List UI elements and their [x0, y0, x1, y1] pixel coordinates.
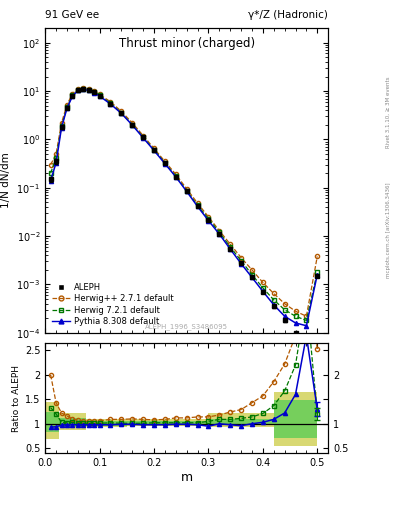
Text: 91 GeV ee: 91 GeV ee	[45, 10, 99, 20]
Bar	[274, 400, 317, 438]
Bar	[59, 413, 86, 430]
Bar	[86, 421, 127, 425]
X-axis label: m: m	[181, 471, 193, 484]
Bar	[274, 392, 317, 446]
Text: Thrust minor (charged): Thrust minor (charged)	[119, 37, 255, 50]
Legend: ALEPH, Herwig++ 2.7.1 default, Herwig 7.2.1 default, Pythia 8.308 default: ALEPH, Herwig++ 2.7.1 default, Herwig 7.…	[50, 280, 176, 329]
Bar	[45, 412, 59, 432]
Text: mcplots.cern.ch [arXiv:1306.3436]: mcplots.cern.ch [arXiv:1306.3436]	[386, 183, 391, 278]
Text: γ*/Z (Hadronic): γ*/Z (Hadronic)	[248, 10, 328, 20]
Text: ALEPH_1996_S3486095: ALEPH_1996_S3486095	[145, 323, 228, 330]
Y-axis label: Ratio to ALEPH: Ratio to ALEPH	[12, 365, 21, 432]
Y-axis label: 1/N dN/dm: 1/N dN/dm	[0, 153, 11, 208]
Bar	[59, 418, 86, 427]
Bar	[208, 419, 274, 425]
Bar	[208, 413, 274, 427]
Text: Rivet 3.1.10, ≥ 3M events: Rivet 3.1.10, ≥ 3M events	[386, 77, 391, 148]
Bar	[127, 419, 208, 426]
Bar	[45, 402, 59, 439]
Bar	[127, 421, 208, 425]
Bar	[86, 419, 127, 427]
